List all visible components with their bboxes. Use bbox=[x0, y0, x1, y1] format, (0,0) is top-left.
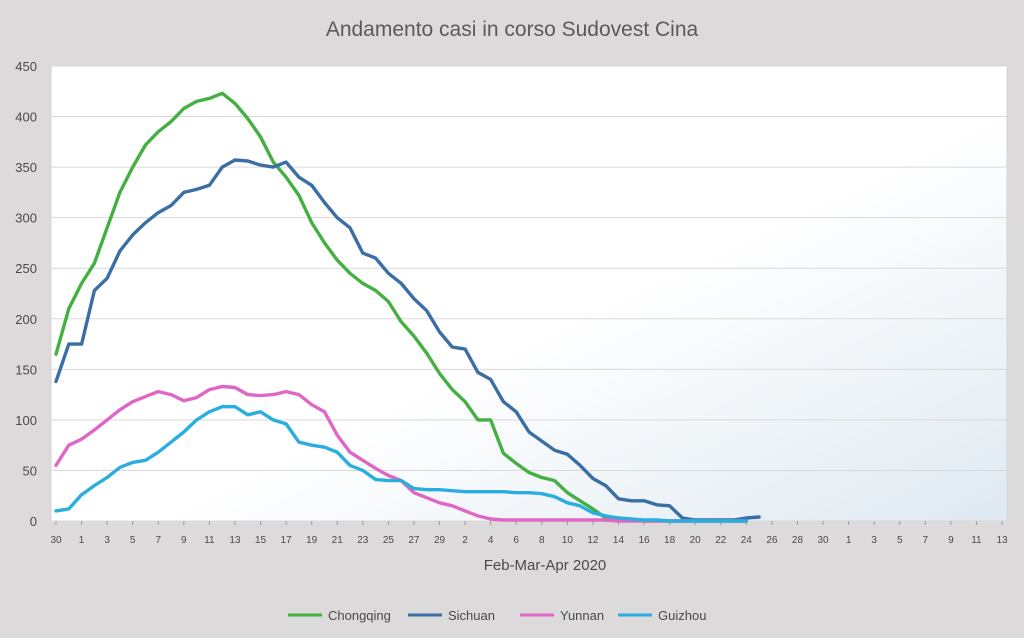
x-tick-label: 5 bbox=[897, 535, 903, 546]
x-tick-label: 4 bbox=[488, 535, 494, 546]
x-tick-label: 23 bbox=[357, 535, 369, 546]
x-tick-label: 16 bbox=[638, 535, 650, 546]
x-tick-label: 13 bbox=[229, 535, 241, 546]
x-tick-label: 9 bbox=[948, 535, 954, 546]
legend-label-yunnan: Yunnan bbox=[560, 608, 604, 623]
x-tick-label: 29 bbox=[434, 535, 446, 546]
x-tick-label: 7 bbox=[155, 535, 161, 546]
y-tick-label: 400 bbox=[15, 110, 37, 125]
x-tick-label: 28 bbox=[792, 535, 804, 546]
x-tick-label: 11 bbox=[204, 535, 215, 546]
legend-label-guizhou: Guizhou bbox=[658, 608, 706, 623]
series-line-sichuan bbox=[54, 158, 761, 522]
y-tick-label: 50 bbox=[23, 463, 37, 478]
y-tick-label: 350 bbox=[15, 160, 37, 175]
y-tick-label: 300 bbox=[15, 211, 37, 226]
x-tick-label: 6 bbox=[513, 535, 519, 546]
x-tick-label: 1 bbox=[846, 535, 852, 546]
x-tick-label: 11 bbox=[971, 535, 982, 546]
x-tick-label: 5 bbox=[130, 535, 136, 546]
y-tick-label: 200 bbox=[15, 312, 37, 327]
x-tick-label: 21 bbox=[332, 535, 344, 546]
series-lines bbox=[54, 91, 761, 523]
x-tick-label: 12 bbox=[587, 535, 599, 546]
legend-label-chongqing: Chongqing bbox=[328, 608, 391, 623]
grid-lines bbox=[51, 65, 1007, 522]
x-tick-label: 10 bbox=[562, 535, 574, 546]
legend-label-sichuan: Sichuan bbox=[448, 608, 495, 623]
x-tick-label: 7 bbox=[923, 535, 929, 546]
x-tick-label: 2 bbox=[462, 535, 468, 546]
x-tick-label: 8 bbox=[539, 535, 545, 546]
x-tick-label: 26 bbox=[766, 535, 778, 546]
x-tick-label: 25 bbox=[383, 535, 395, 546]
legend: Chongqing Sichuan Yunnan Guizhou bbox=[288, 608, 706, 623]
x-tick-label: 3 bbox=[104, 535, 110, 546]
x-tick-label: 17 bbox=[281, 535, 293, 546]
x-tick-label: 27 bbox=[408, 535, 420, 546]
chart-title: Andamento casi in corso Sudovest Cina bbox=[326, 18, 699, 41]
y-tick-label: 0 bbox=[30, 514, 37, 529]
y-tick-label: 250 bbox=[15, 261, 37, 276]
x-tick-label: 19 bbox=[306, 535, 318, 546]
x-tick-label: 30 bbox=[50, 535, 62, 546]
x-tick-label: 24 bbox=[741, 535, 753, 546]
plot-background bbox=[50, 65, 1008, 522]
y-tick-label: 100 bbox=[15, 413, 37, 428]
series-line-guizhou bbox=[54, 405, 748, 523]
x-tick-label: 13 bbox=[996, 535, 1008, 546]
x-tick-label: 22 bbox=[715, 535, 727, 546]
x-tick-label: 14 bbox=[613, 535, 625, 546]
x-axis-ticks: 30 1 3 5 7 9 11 13 15 17 19 21 23 25 27 29 2 4 6 8 10 12 14 16 1… bbox=[50, 521, 1008, 546]
x-tick-label: 9 bbox=[181, 535, 187, 546]
y-tick-label: 450 bbox=[15, 59, 37, 74]
x-tick-label: 3 bbox=[871, 535, 877, 546]
x-tick-label: 20 bbox=[690, 535, 702, 546]
x-tick-label: 15 bbox=[255, 535, 267, 546]
x-axis-label: Feb-Mar-Apr 2020 bbox=[484, 557, 607, 574]
x-tick-label: 1 bbox=[79, 535, 85, 546]
x-tick-label: 18 bbox=[664, 535, 676, 546]
y-tick-label: 150 bbox=[15, 362, 37, 377]
x-tick-label: 30 bbox=[817, 535, 829, 546]
y-axis-ticks: 0 50 100 150 200 250 300 350 400 450 bbox=[15, 59, 37, 529]
